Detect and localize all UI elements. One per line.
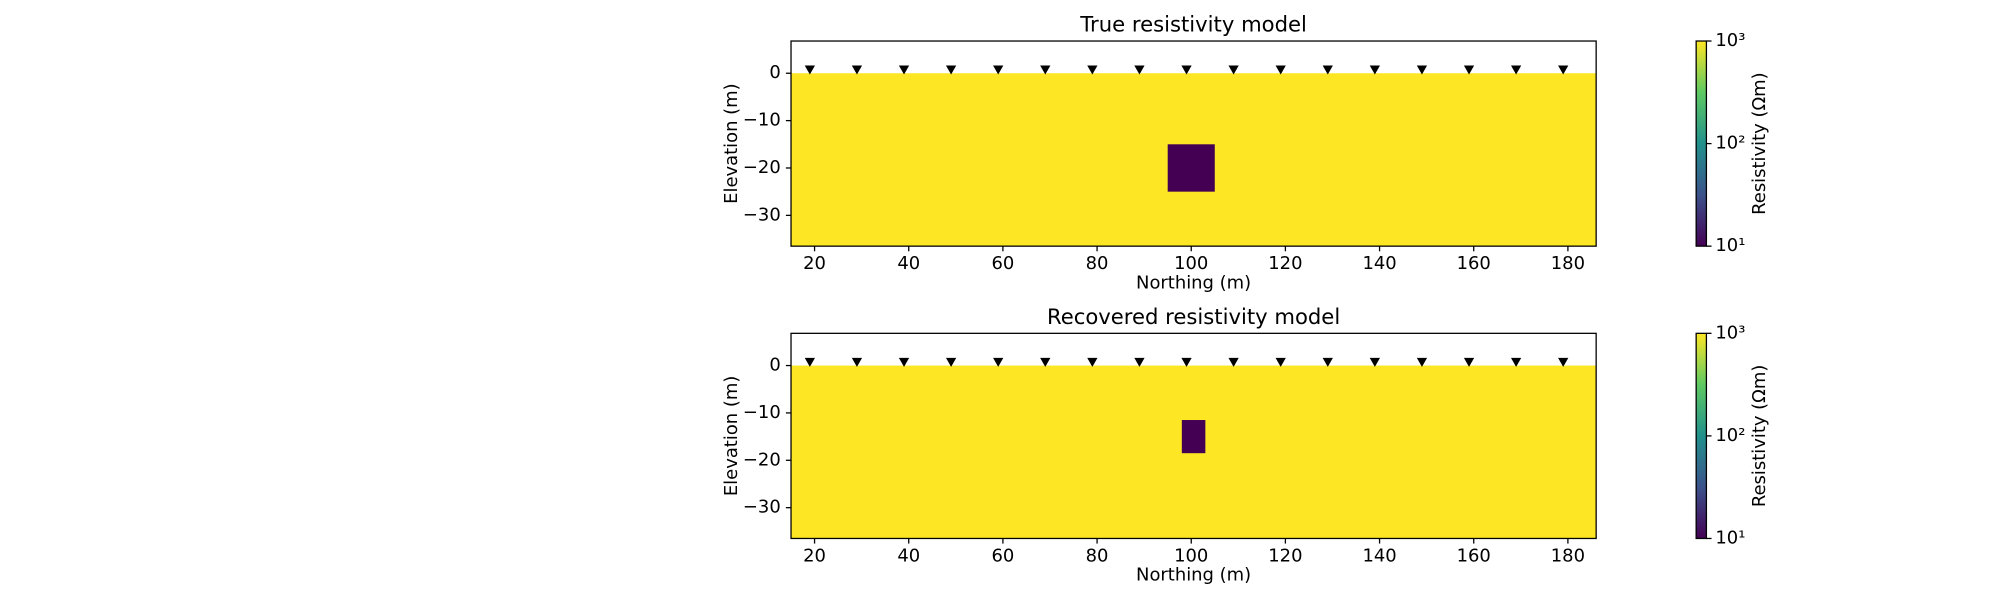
electrode [1275, 65, 1286, 75]
x-tick-label: 60 [991, 253, 1014, 274]
electrode [1416, 65, 1428, 75]
anomaly-block [1181, 420, 1206, 454]
y-axis-label: Elevation (m) [721, 83, 742, 203]
x-tick-label: 20 [803, 253, 826, 274]
electrode [1416, 357, 1428, 367]
electrode [993, 65, 1004, 75]
x-tick-label: 80 [1086, 253, 1109, 274]
x-tick-label: 160 [1457, 253, 1491, 274]
electrode [945, 357, 957, 367]
x-tick-label: 100 [1174, 545, 1208, 566]
y-tick-label: −30 [743, 204, 781, 225]
x-tick-label: 60 [991, 545, 1014, 566]
electrode [1369, 65, 1380, 75]
electrode [1228, 65, 1239, 75]
electrode [1463, 65, 1475, 75]
electrode [1181, 65, 1192, 75]
x-tick-label: 180 [1551, 545, 1585, 566]
x-axis-label: Northing (m) [1136, 565, 1251, 586]
colorbar-tick-label: 10¹ [1715, 527, 1745, 548]
electrode [1510, 357, 1522, 367]
x-tick-label: 20 [803, 545, 826, 566]
x-tick-label: 40 [897, 545, 920, 566]
x-tick-label: 160 [1457, 545, 1491, 566]
colorbar-tick-label: 10² [1715, 133, 1745, 154]
colorbar-tick-label: 10³ [1715, 30, 1745, 51]
y-tick-label: −20 [743, 449, 781, 470]
electrode [1040, 65, 1051, 75]
electrode [1228, 357, 1239, 367]
electrode [945, 65, 957, 75]
x-tick-label: 40 [897, 253, 920, 274]
electrode [804, 65, 815, 75]
electrode [993, 357, 1004, 367]
axes-title: True resistivity model [1079, 12, 1307, 37]
axes-frame [790, 40, 1597, 247]
y-tick-label: −10 [743, 110, 781, 131]
x-tick-label: 120 [1268, 253, 1302, 274]
axes-frame [790, 332, 1597, 540]
electrode [1322, 357, 1333, 367]
electrode [898, 357, 910, 367]
electrode [1558, 357, 1569, 367]
anomaly-block [1167, 144, 1215, 192]
electrode [851, 357, 863, 367]
electrode [1369, 357, 1380, 367]
electrode [1087, 65, 1098, 75]
colorbar-tick-label: 10² [1715, 425, 1745, 446]
electrode [851, 65, 863, 75]
colorbar-label: Resistivity (Ωm) [1749, 365, 1770, 508]
electrode [1134, 65, 1145, 75]
x-tick-label: 140 [1362, 253, 1396, 274]
colorbar-tick-label: 10¹ [1715, 235, 1745, 256]
electrode [1322, 65, 1333, 75]
colorbar [1695, 332, 1708, 540]
x-tick-label: 140 [1362, 545, 1396, 566]
electrode [804, 357, 815, 367]
colorbar-label: Resistivity (Ωm) [1749, 72, 1770, 215]
colorbar [1695, 40, 1708, 247]
x-tick-label: 180 [1551, 253, 1585, 274]
electrode [1087, 357, 1098, 367]
x-tick-label: 80 [1086, 545, 1109, 566]
electrode [1510, 65, 1522, 75]
x-axis-label: Northing (m) [1136, 272, 1251, 293]
electrode [1463, 357, 1475, 367]
y-tick-label: −30 [743, 497, 781, 518]
colorbar-tick-label: 10³ [1715, 322, 1745, 343]
y-tick-label: 0 [769, 62, 780, 83]
electrode [1181, 357, 1192, 367]
electrode [898, 65, 910, 75]
electrode [1134, 357, 1145, 367]
axes-title: Recovered resistivity model [1047, 304, 1340, 329]
electrode [1040, 357, 1051, 367]
electrode [1275, 357, 1286, 367]
y-tick-label: −10 [743, 402, 781, 423]
y-tick-label: −20 [743, 157, 781, 178]
y-tick-label: 0 [769, 355, 780, 376]
electrode [1558, 65, 1569, 75]
x-tick-label: 100 [1174, 253, 1208, 274]
x-tick-label: 120 [1268, 545, 1302, 566]
y-axis-label: Elevation (m) [721, 376, 742, 497]
